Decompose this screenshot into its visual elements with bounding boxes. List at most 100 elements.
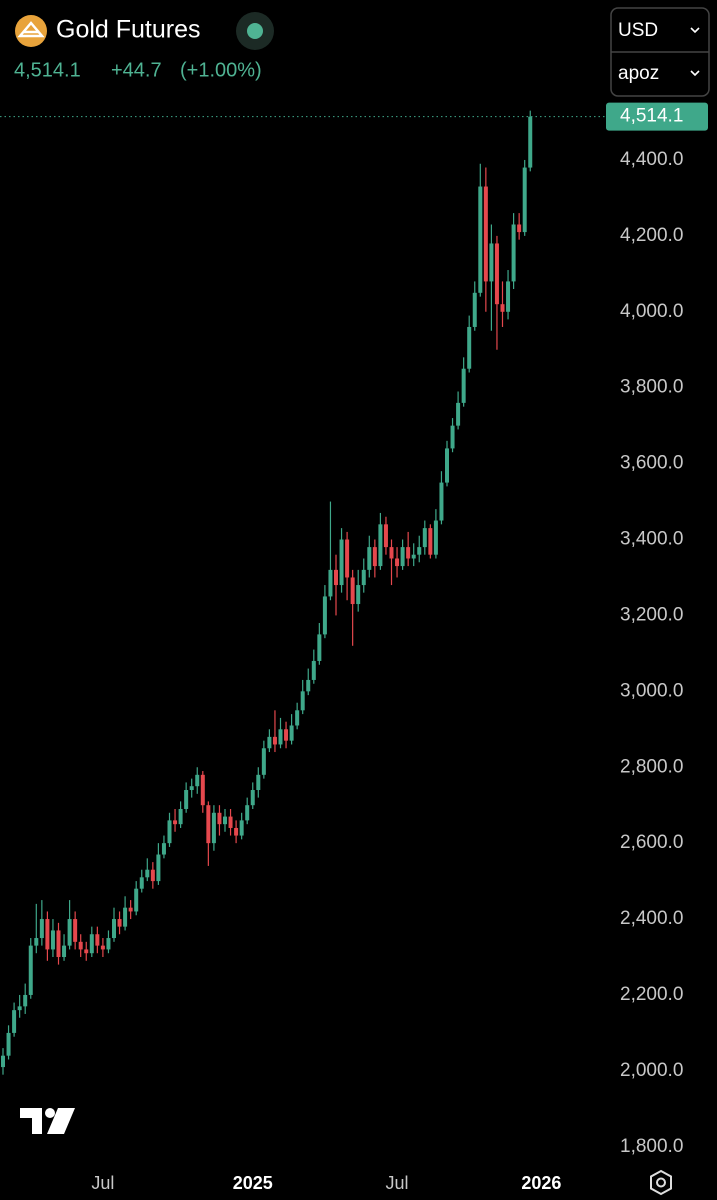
candle-body — [489, 243, 494, 282]
x-tick-label: 2025 — [233, 1173, 273, 1193]
candle-body — [234, 827, 239, 836]
candle-body — [1, 1055, 5, 1068]
x-tick-label: Jul — [386, 1173, 409, 1193]
candle-body — [78, 941, 83, 950]
candle-body — [522, 167, 527, 233]
x-tick-label: 2026 — [521, 1173, 561, 1193]
candle-body — [400, 547, 405, 567]
currency-select[interactable]: USD — [618, 20, 658, 41]
candle-body — [67, 919, 72, 946]
candle-body — [461, 368, 466, 403]
candle-body — [311, 660, 316, 680]
y-tick-label: 2,400.0 — [620, 908, 683, 929]
candle-body — [106, 938, 111, 950]
candle-body — [239, 820, 244, 836]
candle-body — [62, 945, 67, 958]
candle-body — [345, 539, 350, 578]
x-tick-label: Jul — [91, 1173, 114, 1193]
candle-body — [173, 820, 178, 825]
candle-body — [272, 736, 277, 745]
candle-body — [267, 736, 272, 749]
candle-body — [228, 816, 233, 828]
candle-body — [34, 938, 39, 946]
candle-body — [206, 805, 211, 844]
candle-body — [472, 292, 477, 327]
last-price-label: 4,514.1 — [620, 106, 683, 127]
candle-body — [467, 326, 472, 369]
candle-body — [156, 854, 161, 882]
candle-body — [350, 577, 355, 605]
candle-body — [139, 877, 144, 889]
tv-logo — [20, 1108, 42, 1134]
candle-body — [73, 919, 78, 942]
candle-body — [278, 729, 283, 745]
candle-body — [478, 186, 483, 293]
candle-body — [433, 520, 438, 555]
chevron — [690, 70, 700, 77]
candle-body — [328, 569, 333, 597]
candle-body — [117, 919, 122, 927]
candle-body — [84, 949, 89, 954]
candle-body — [334, 569, 338, 586]
y-tick-label: 1,800.0 — [620, 1136, 683, 1157]
y-tick-label: 3,200.0 — [620, 604, 683, 625]
candle-body — [406, 547, 411, 559]
candle-body — [184, 790, 189, 809]
candle-body — [411, 554, 416, 559]
y-tick-label: 3,800.0 — [620, 377, 683, 398]
candle-body — [161, 843, 166, 855]
unit-select[interactable]: apoz — [618, 63, 659, 84]
candle-body — [134, 888, 139, 912]
candle-body — [17, 1006, 22, 1011]
y-tick-label: 4,000.0 — [620, 301, 683, 322]
candle-body — [89, 934, 94, 954]
candle-body — [450, 425, 455, 449]
candle-body — [261, 748, 266, 775]
candle-body — [123, 907, 128, 927]
candle-body — [211, 812, 216, 844]
candle-body — [45, 919, 50, 950]
candle-body — [389, 547, 394, 559]
tv-logo — [47, 1108, 75, 1134]
candle-body — [367, 547, 372, 570]
candle-body — [95, 934, 100, 946]
candle-body — [528, 116, 533, 168]
candle-body — [295, 710, 300, 726]
candle-body — [23, 994, 28, 1007]
y-tick-label: 3,600.0 — [620, 453, 683, 474]
candle-body — [317, 634, 322, 661]
candle-body — [378, 524, 383, 567]
header-change-percent: (+1.00%) — [180, 59, 262, 81]
candle-body — [361, 569, 366, 586]
candle-body — [456, 402, 461, 426]
settings-button[interactable] — [650, 1169, 672, 1196]
candle-body — [250, 790, 255, 806]
last-price-tag — [606, 102, 708, 131]
candle-body — [372, 547, 377, 567]
y-tick-label: 3,000.0 — [620, 680, 683, 701]
candle-body — [289, 725, 294, 741]
candle-body — [189, 786, 194, 791]
candle-body — [256, 774, 261, 791]
candle-body — [339, 539, 344, 586]
candle-body — [422, 528, 427, 548]
candle-body — [506, 281, 511, 312]
y-tick-label: 2,800.0 — [620, 756, 683, 777]
candle-body — [395, 558, 400, 567]
y-tick-label: 4,200.0 — [620, 225, 683, 246]
candle-body — [517, 224, 522, 233]
candle-body — [322, 596, 327, 635]
candle-body — [56, 930, 61, 958]
candle-body — [445, 448, 449, 483]
candle-body — [306, 679, 311, 692]
logo-mark — [17, 21, 45, 38]
y-tick-label: 2,000.0 — [620, 1060, 683, 1081]
candle-body — [128, 907, 133, 912]
candle-body — [494, 243, 499, 305]
settings-icon — [656, 1177, 666, 1188]
candle-body — [12, 1010, 17, 1033]
header-change: +44.7 — [111, 59, 162, 81]
candle-body — [6, 1032, 11, 1056]
y-tick-label: 2,600.0 — [620, 832, 683, 853]
y-tick-label: 3,400.0 — [620, 529, 683, 550]
